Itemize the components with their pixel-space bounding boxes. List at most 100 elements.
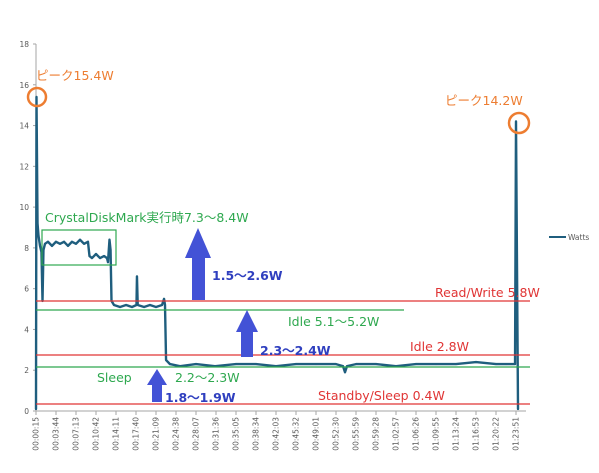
data-point [505,363,508,366]
data-point [143,306,146,309]
x-tick-label: 00:28:07 [192,417,201,451]
x-tick-label: 00:14:11 [112,417,121,451]
data-point [35,96,38,99]
series-line-watts [34,95,520,411]
x-tick-label: 00:07:13 [72,417,81,451]
delta-label-3: 1.8～1.9W [165,390,236,405]
x-tick-label: 01:20:22 [492,417,501,451]
data-point [46,240,49,243]
data-point [75,242,77,245]
x-axis: 00:00:15 00:03:44 00:07:13 00:10:42 00:14:11… [32,410,526,451]
data-point [108,238,111,241]
y-tick-label: 18 [19,40,29,49]
y-tick-label: 2 [24,366,29,375]
x-tick-label: 00:55:59 [352,417,361,451]
sleep-label: Sleep [97,370,132,385]
data-point [136,303,139,306]
legend: Watts [549,233,589,242]
data-point [517,407,520,410]
data-point [135,275,138,278]
data-point [35,407,37,410]
x-tick-label: 00:38:34 [252,417,261,451]
data-point [455,363,457,366]
data-point [255,363,257,366]
data-point [168,363,171,366]
data-point [95,253,97,256]
data-point [164,303,166,306]
data-point [514,363,517,366]
x-tick-label: 00:45:32 [292,417,301,451]
y-tick-label: 4 [24,325,29,334]
data-point [66,244,69,247]
legend-label-watts: Watts [568,233,589,242]
data-point [44,242,46,245]
crystaldiskmark-highlight-box [41,229,117,266]
y-tick-label: 6 [24,285,29,294]
crystaldiskmark-label: CrystalDiskMark実行時7.3～8.4W [45,210,249,225]
data-point [515,120,517,123]
data-point [415,363,417,366]
x-tick-label: 00:31:36 [212,417,221,451]
x-tick-label: 01:06:26 [412,417,421,451]
x-tick-label: 01:16:53 [472,417,481,451]
data-point [515,259,518,262]
standby-reference-label: Standby/Sleep 0.4W [318,388,445,403]
x-tick-label: 00:17:40 [132,417,141,451]
data-point [161,303,164,306]
data-point [83,242,86,245]
x-tick-label: 01:09:55 [432,417,441,451]
data-point [42,248,45,251]
idle-reference-label: Idle 2.8W [410,339,469,354]
x-tick-label: 01:23:51 [512,417,521,451]
data-point [112,303,115,306]
data-point [50,244,53,247]
data-point [70,240,73,243]
data-point [90,257,93,260]
data-point [163,297,166,300]
up-arrow-1 [185,228,211,300]
delta-label-2: 2.3～2.4W [260,343,331,358]
y-tick-label: 14 [19,122,29,131]
data-point [55,240,57,243]
data-point [36,222,39,225]
data-point [103,255,106,258]
y-tick-label: 10 [19,203,29,212]
data-point [119,306,122,309]
data-point [315,363,317,366]
series-layer [34,95,520,411]
sleep-measured-label: 2.2～2.3W [175,370,240,385]
x-tick-label: 00:52:30 [332,417,341,451]
data-point [106,261,109,264]
x-tick-label: 00:42:03 [272,417,281,451]
data-point [148,303,151,306]
x-tick-label: 01:13:24 [452,417,461,451]
data-point [165,359,168,362]
data-point [79,238,82,241]
x-tick-label: 00:03:44 [52,417,61,451]
x-tick-label: 00:35:05 [232,417,241,451]
data-point [125,303,128,306]
x-tick-label: 00:10:42 [92,417,101,451]
peak-right-label: ピーク14.2W [445,93,523,108]
data-point [295,363,297,366]
data-point [335,363,337,366]
x-tick-label: 00:00:15 [32,417,41,451]
y-tick-label: 8 [24,244,29,253]
y-tick-label: 16 [19,81,29,90]
readwrite-reference-label: Read/Write 5.8W [435,285,540,300]
data-point [37,234,40,237]
data-point [195,363,197,366]
data-point [155,306,157,309]
data-point [435,363,437,366]
data-point [109,248,112,251]
data-point [59,242,62,245]
up-arrow-2 [236,310,258,357]
idle-measured-label: Idle 5.1～5.2W [288,314,379,329]
data-point [99,257,102,260]
x-tick-label: 00:59:28 [372,417,381,451]
x-tick-label: 00:49:01 [312,417,321,451]
data-point [88,255,91,258]
data-point [235,363,237,366]
